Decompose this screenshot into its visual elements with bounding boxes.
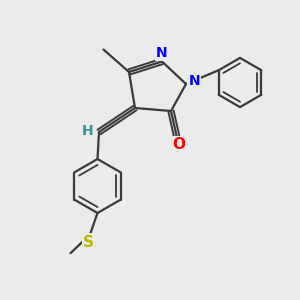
Text: S: S [83,235,94,250]
Text: O: O [172,137,185,152]
Text: N: N [156,46,168,60]
Text: H: H [82,124,93,137]
Text: N: N [189,74,200,88]
